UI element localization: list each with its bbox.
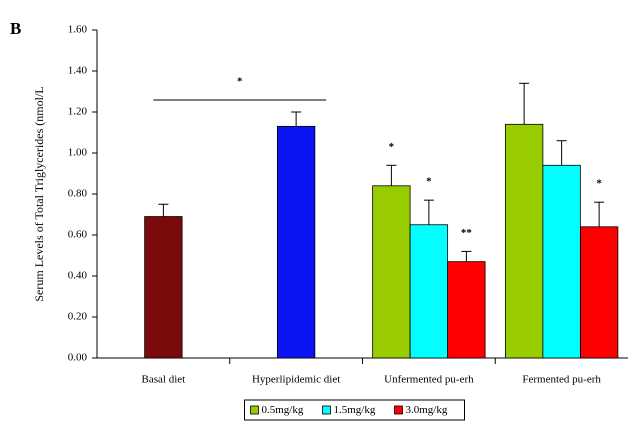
bar [504, 123, 544, 359]
significance-mark: * [426, 176, 432, 188]
significance-mark: * [389, 141, 395, 153]
bar [276, 125, 316, 359]
bar [144, 216, 183, 359]
y-tick-label: 0.00 [68, 352, 88, 364]
legend-swatch [250, 405, 259, 415]
y-tick-label: 1.20 [68, 106, 88, 118]
y-tick-label: 1.40 [68, 65, 88, 77]
legend-label: 1.5mg/kg [334, 404, 376, 416]
y-tick-label: 0.40 [68, 270, 88, 282]
bar [372, 185, 411, 359]
legend-label: 3.0mg/kg [406, 404, 448, 416]
y-tick-label: 0.80 [68, 188, 88, 200]
legend: 0.5mg/kg 1.5mg/kg 3.0mg/kg [244, 399, 465, 421]
bar [409, 224, 449, 359]
y-tick-label: 0.20 [68, 311, 88, 323]
legend-swatch [394, 405, 403, 415]
x-tick-label: Fermented pu-erh [522, 374, 601, 386]
legend-box [244, 399, 465, 421]
significance-mark: ** [461, 227, 473, 239]
legend-swatch [322, 405, 331, 415]
legend-label: 0.5mg/kg [262, 404, 304, 416]
y-axis-label: Serum Levels of Total Triglycerides (nmo… [32, 86, 46, 301]
x-tick-label: Unfermented pu-erh [384, 374, 474, 386]
bracket-label: * [237, 76, 243, 88]
panel-label: B [10, 19, 21, 38]
significance-mark: * [596, 178, 602, 190]
bar [579, 226, 619, 359]
x-tick-label: Basal diet [142, 374, 186, 386]
bar [542, 164, 581, 359]
y-tick-label: 0.60 [68, 229, 88, 241]
bar [447, 261, 486, 359]
y-tick-label: 1.60 [68, 24, 88, 36]
y-tick-label: 1.00 [68, 147, 88, 159]
x-tick-label: Hyperlipidemic diet [252, 374, 340, 386]
